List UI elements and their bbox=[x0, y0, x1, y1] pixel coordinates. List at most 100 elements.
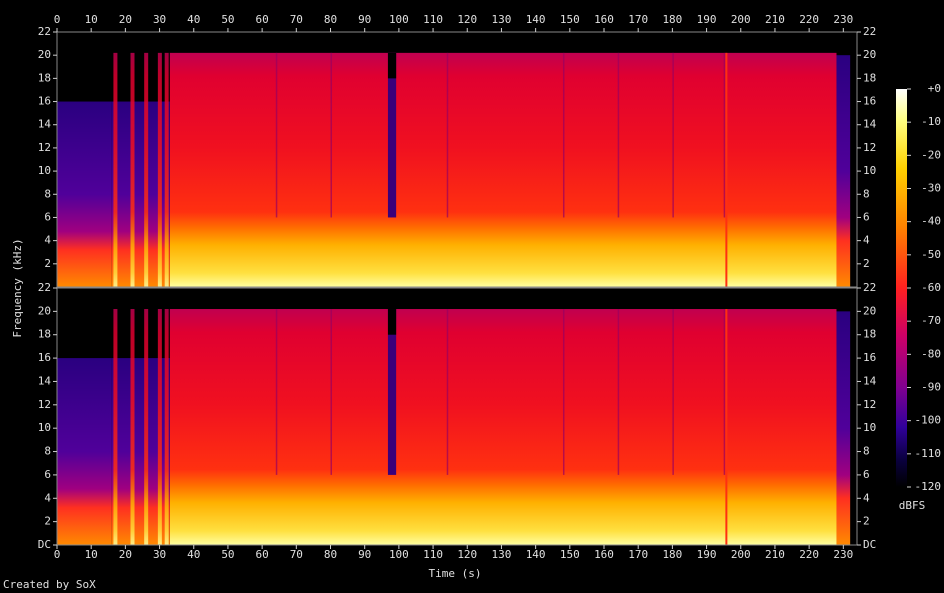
x-tick-label: 70 bbox=[290, 548, 303, 561]
x-tick-label: 200 bbox=[731, 548, 751, 561]
plot-frame bbox=[56, 31, 858, 288]
x-tick-label: 20 bbox=[119, 548, 132, 561]
spectrogram-gap bbox=[387, 52, 397, 218]
y-tick-label: 16 bbox=[38, 95, 51, 108]
y-tick-label: 4 bbox=[44, 491, 51, 504]
y-tick-label: 12 bbox=[38, 141, 51, 154]
y-tick-label-right: 20 bbox=[863, 48, 876, 61]
y-tick-label: 22 bbox=[38, 281, 51, 294]
y-tick-label-right: 4 bbox=[863, 234, 870, 247]
x-tick-label-top: 220 bbox=[799, 13, 819, 26]
y-axis-label: Frequency (kHz) bbox=[11, 238, 24, 337]
y-tick-label: 20 bbox=[38, 304, 51, 317]
x-tick-label: 0 bbox=[54, 548, 61, 561]
y-tick-label-right: 12 bbox=[863, 141, 876, 154]
spectrogram-stripe bbox=[113, 309, 118, 545]
y-tick-label-right: 18 bbox=[863, 328, 876, 341]
spectrogram-stripe bbox=[164, 309, 169, 545]
x-tick-label: 190 bbox=[697, 548, 717, 561]
colorbar-tick-label: -40 bbox=[921, 215, 941, 228]
y-tick-label-right: 10 bbox=[863, 421, 876, 434]
x-tick-label-top: 60 bbox=[256, 13, 269, 26]
y-tick-label: 8 bbox=[44, 445, 51, 458]
x-tick-label-top: 130 bbox=[492, 13, 512, 26]
y-tick-label: 14 bbox=[38, 118, 52, 131]
spectrogram-stripe bbox=[130, 52, 135, 288]
x-tick-label-top: 170 bbox=[628, 13, 648, 26]
x-tick-label-top: 0 bbox=[54, 13, 61, 26]
x-tick-label-top: 140 bbox=[526, 13, 546, 26]
x-tick-label-top: 110 bbox=[423, 13, 443, 26]
spectrogram-tail bbox=[836, 311, 851, 545]
x-tick-label-top: 210 bbox=[765, 13, 785, 26]
spectrogram-seam bbox=[617, 52, 620, 218]
colorbar-label: dBFS bbox=[899, 499, 926, 512]
y-tick-label: 16 bbox=[38, 351, 51, 364]
spectrogram-seam bbox=[672, 309, 674, 475]
x-tick-label: 210 bbox=[765, 548, 785, 561]
x-tick-label: 140 bbox=[526, 548, 546, 561]
y-tick-label: 22 bbox=[38, 25, 51, 38]
x-tick-label-top: 100 bbox=[389, 13, 409, 26]
x-tick-label-top: 90 bbox=[358, 13, 371, 26]
x-tick-label-top: 200 bbox=[731, 13, 751, 26]
x-tick-label: 180 bbox=[662, 548, 682, 561]
x-tick-label-top: 20 bbox=[119, 13, 132, 26]
colorbar-tick-label: -120 bbox=[915, 480, 942, 493]
y-tick-label: 4 bbox=[44, 234, 51, 247]
colorbar-tick-label: -20 bbox=[921, 148, 941, 161]
spectrogram-gap bbox=[387, 309, 397, 475]
spectrogram-seam bbox=[446, 309, 449, 475]
y-tick-label: 18 bbox=[38, 71, 51, 84]
spectrogram-seam bbox=[672, 52, 674, 218]
x-tick-label: 120 bbox=[457, 548, 477, 561]
y-tick-label-right: 22 bbox=[863, 25, 876, 38]
y-tick-label-right: 2 bbox=[863, 257, 870, 270]
colorbar-tick-label: -80 bbox=[921, 347, 941, 360]
x-tick-label: 160 bbox=[594, 548, 614, 561]
x-tick-label-top: 180 bbox=[662, 13, 682, 26]
footer: Created by SoX bbox=[3, 578, 96, 591]
colorbar-tick-label: -50 bbox=[921, 248, 941, 261]
y-tick-label: 10 bbox=[38, 421, 51, 434]
spectrogram-gap-top bbox=[387, 52, 397, 79]
y-tick-label-right: 20 bbox=[863, 304, 876, 317]
spectrogram-stripe bbox=[113, 52, 118, 288]
spectrogram-stripe bbox=[144, 309, 149, 545]
x-tick-label: 110 bbox=[423, 548, 443, 561]
colorbar-tick-label: -70 bbox=[921, 314, 941, 327]
spectrogram-seam bbox=[617, 309, 620, 475]
y-tick-label: 2 bbox=[44, 257, 51, 270]
y-tick-label-right: 8 bbox=[863, 187, 870, 200]
x-tick-label: 230 bbox=[833, 548, 853, 561]
spectrogram-tail bbox=[836, 55, 851, 287]
y-tick-label: 10 bbox=[38, 164, 51, 177]
spectrogram-line bbox=[725, 309, 728, 545]
colorbar-tick-label: -90 bbox=[921, 381, 941, 394]
spectrogram-gap-top bbox=[387, 309, 397, 335]
x-tick-label: 10 bbox=[85, 548, 98, 561]
y-tick-label-right: 18 bbox=[863, 71, 876, 84]
x-tick-label-top: 120 bbox=[457, 13, 477, 26]
y-tick-label-right: 14 bbox=[863, 374, 877, 387]
x-tick-label-top: 190 bbox=[697, 13, 717, 26]
y-tick-label-right: 6 bbox=[863, 468, 870, 481]
y-tick-label-right: 10 bbox=[863, 164, 876, 177]
y-tick-label-right: 2 bbox=[863, 515, 870, 528]
y-tick-label: 6 bbox=[44, 210, 51, 223]
x-tick-label: 130 bbox=[492, 548, 512, 561]
spectrogram-stripe bbox=[130, 309, 135, 545]
x-axis-label: Time (s) bbox=[429, 567, 482, 580]
spectrogram-stripe bbox=[164, 52, 169, 288]
spectrogram-intro bbox=[57, 358, 112, 545]
spectrogram-body bbox=[169, 309, 837, 545]
spectrogram-seam bbox=[562, 309, 565, 475]
colorbar-tick-label: +0 bbox=[928, 82, 941, 95]
x-tick-label-top: 10 bbox=[85, 13, 98, 26]
x-tick-label-top: 230 bbox=[833, 13, 853, 26]
y-tick-label: 6 bbox=[44, 468, 51, 481]
colorbar-tick-label: -100 bbox=[915, 414, 942, 427]
spectrogram-body bbox=[169, 52, 837, 288]
y-tick-label-right: 14 bbox=[863, 118, 877, 131]
